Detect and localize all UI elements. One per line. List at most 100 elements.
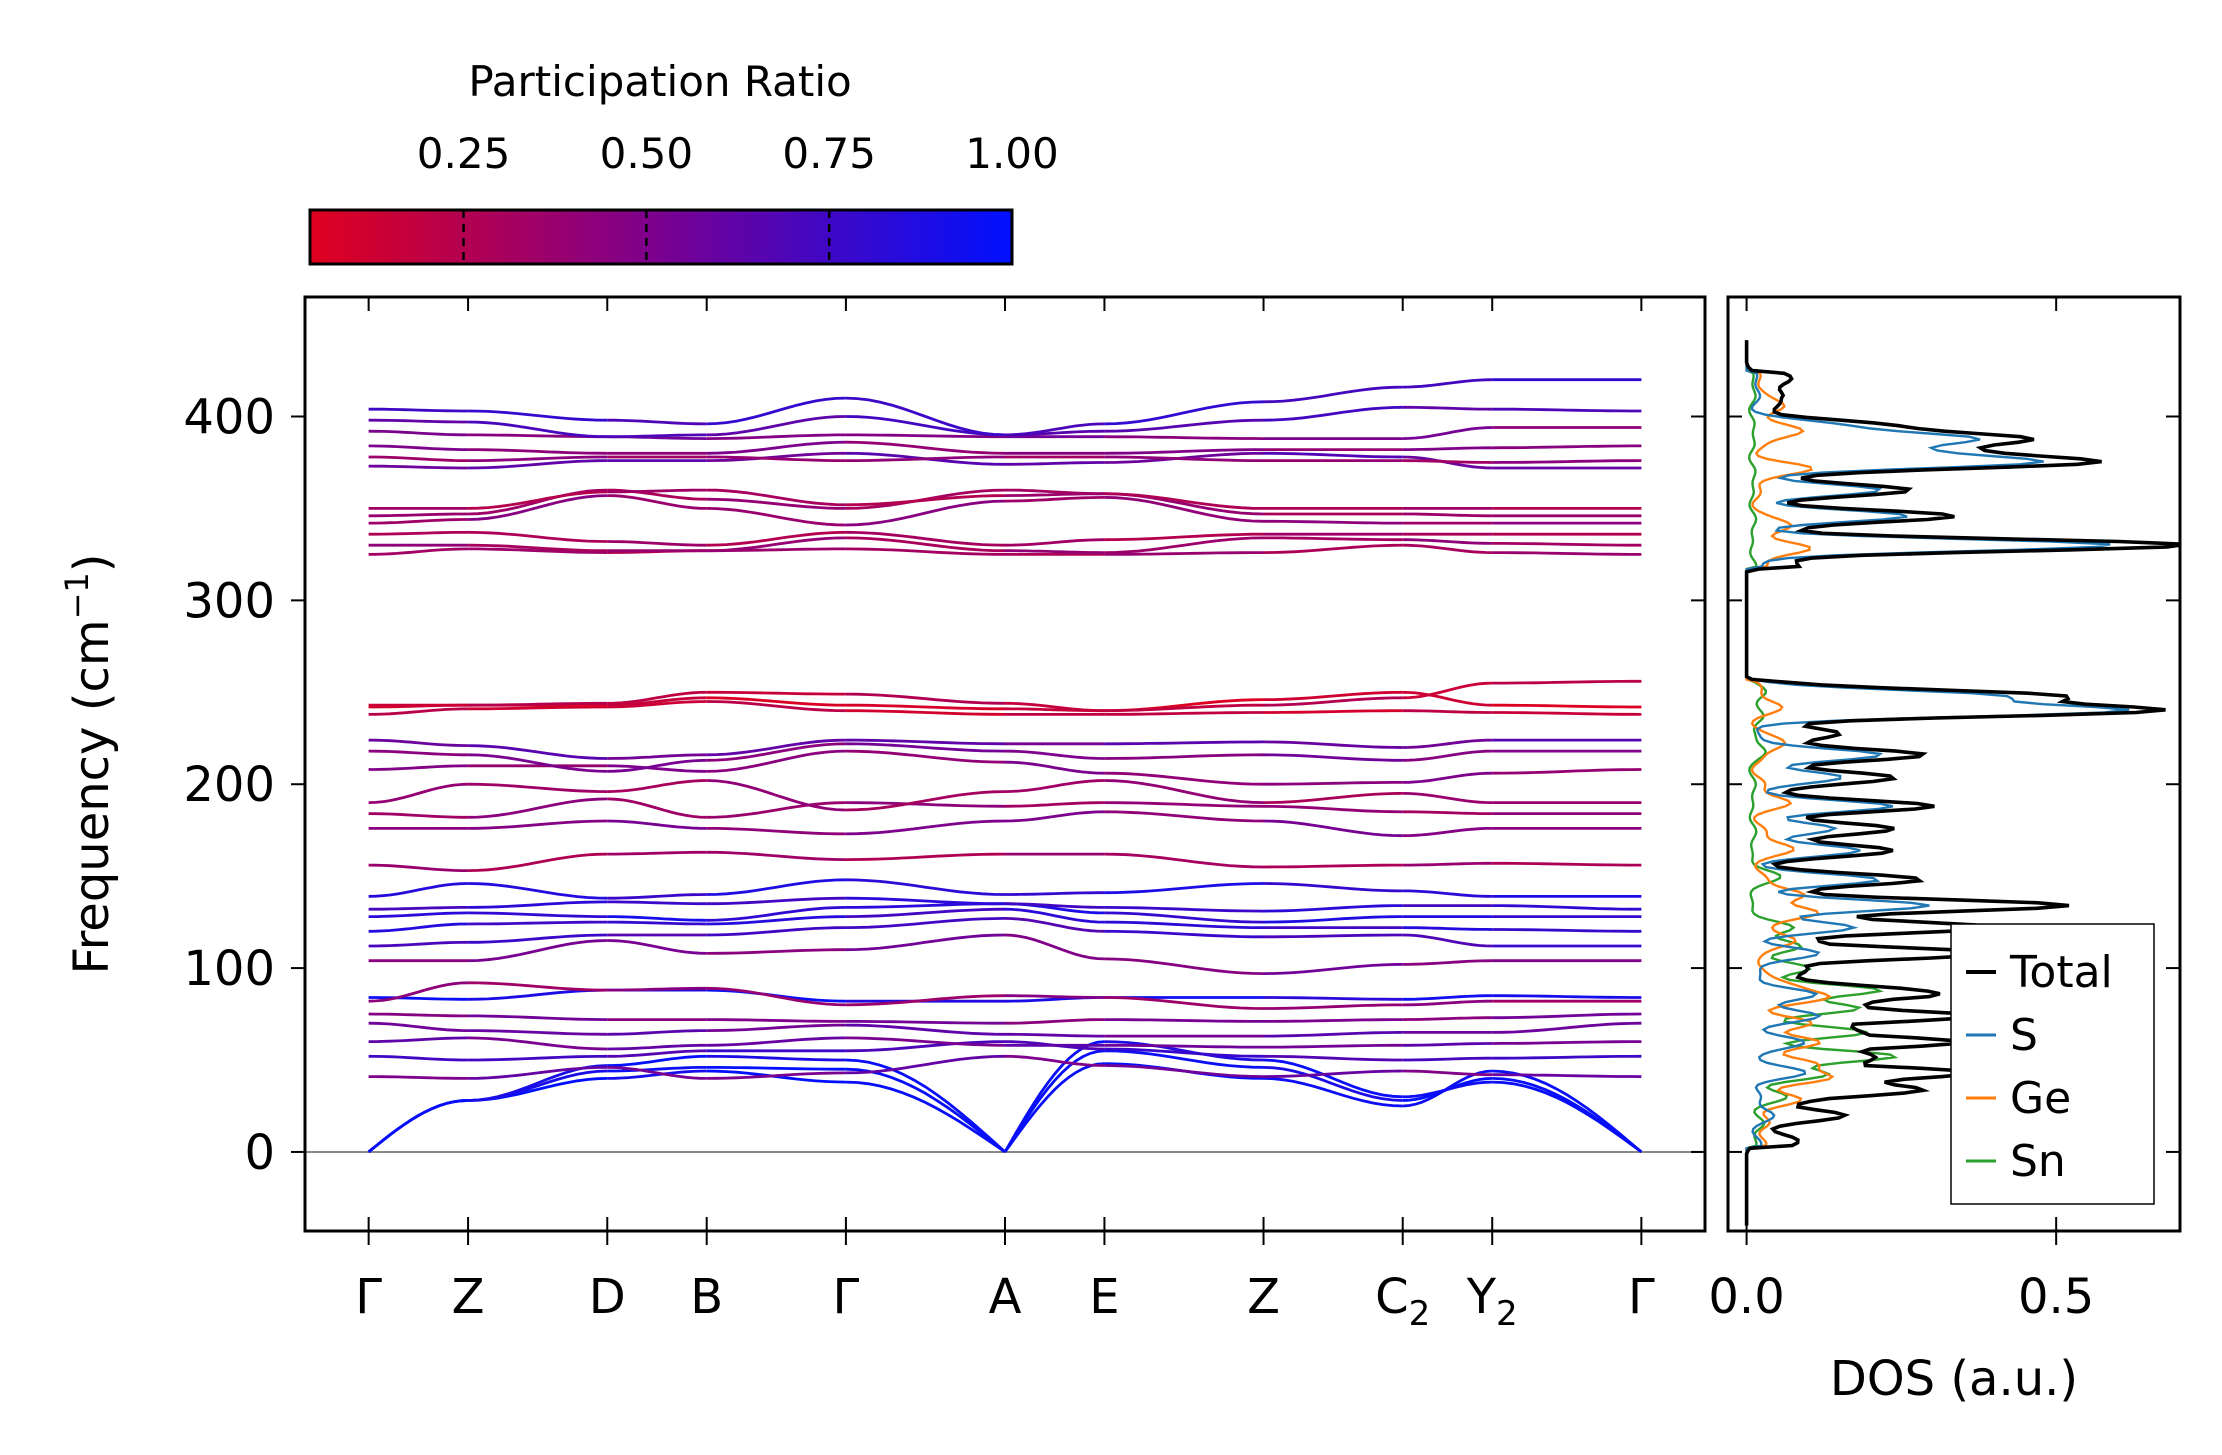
band-segment [607,696,707,707]
x-tick-label: Γ [355,1269,382,1325]
band-segment [1402,959,1493,966]
band-segment [1492,1021,1642,1034]
band-segment [1402,1056,1493,1062]
band-segment [706,455,846,462]
band-segment [368,512,469,518]
band-segment [607,700,707,709]
band-frame [303,295,1707,1233]
band-segment [1104,771,1264,786]
band-segment [845,994,1006,1007]
band-segment [1492,1012,1642,1020]
band-segment [1402,933,1493,948]
colorbar-tick-label: 0.50 [600,129,694,178]
band-segment [1004,1054,1105,1067]
band-segment [1402,543,1493,554]
band-segment [1104,779,1264,804]
band-segment [368,911,469,918]
band-segment [368,407,469,413]
band-segment [607,690,707,705]
band-segment [1402,749,1493,762]
band-segment [845,738,1006,746]
band-segment [1402,889,1493,898]
band-segment [845,440,1006,455]
band-segment [1402,681,1493,700]
band-segment [845,536,1006,553]
band-segment [368,707,469,716]
band-segment [1263,696,1403,707]
band-segment [845,878,1006,896]
band-segment [845,1036,1006,1047]
band-segment [1104,801,1264,808]
band-segment [1263,753,1403,762]
band-segment [607,1066,707,1080]
band-segment [845,547,1006,556]
band-segment [607,920,707,926]
band-segment [1402,926,1493,931]
dos-x-tick-label: 0.5 [2018,1269,2094,1325]
band-segment [1104,1043,1264,1049]
dos-y-ticks [1728,415,2180,1153]
band-segment [845,907,1006,918]
band-segment [1492,679,1642,685]
band-segment [1402,827,1493,838]
band-segment [468,744,608,760]
band-segment [1263,1077,1403,1108]
band-segment [468,547,608,554]
band-segment [1005,891,1105,896]
band-segment [368,738,469,747]
dos-x-tick-label: 0.0 [1708,1269,1784,1325]
band-segment [1402,810,1493,815]
band-segment [368,996,469,1001]
band-segment [1104,911,1264,924]
band-segment [468,701,608,707]
band-segment [845,455,1005,462]
band-segment [1004,749,1105,760]
band-segment [845,749,1006,764]
band-segment [706,440,846,455]
band-segment [607,1066,707,1073]
band-segment [1004,907,1105,924]
band-segment [845,790,1006,812]
band-segment [845,1020,1005,1025]
band-segment [706,915,846,926]
band-segment [706,749,846,773]
band-segment [845,742,1006,753]
band-segment [368,940,469,948]
legend-label-sn: Sn [2010,1136,2066,1187]
band-segment [1263,996,1403,1001]
band-segment [368,1036,469,1043]
band-segment [1492,407,1642,413]
dos-x-axis: 0.0 0.5 [1708,297,2094,1325]
band-segment [1104,448,1264,455]
band-segment [1104,1018,1264,1023]
band-segment [468,543,608,553]
band-segment [1402,538,1493,545]
band-segment [1004,779,1105,793]
band-segment [468,409,608,422]
band-segment [468,459,608,470]
band-segment [706,948,846,955]
band-segment [845,1040,1006,1053]
dos-series-s [1745,340,2130,1226]
band-segment [607,758,707,773]
band-segment [1263,536,1403,542]
band-segment [1492,904,1642,911]
band-segment [468,819,608,830]
band-segment [845,530,1006,547]
band-segment [367,1099,469,1153]
band-segment [368,922,469,933]
band-lines [367,378,1643,1154]
band-segment [706,530,846,547]
band-segment [1492,928,1642,933]
y-tick-label: 0 [244,1125,275,1181]
band-segment [468,494,608,521]
band-segment [368,530,469,536]
band-segment [1263,963,1403,975]
band-segment [845,819,1006,836]
band-segment [706,827,846,836]
band-segment [706,1066,846,1071]
band-segment [1492,861,1642,867]
band-segment [1402,446,1493,451]
band-segment [1263,1058,1403,1099]
band-segment [1263,792,1403,804]
